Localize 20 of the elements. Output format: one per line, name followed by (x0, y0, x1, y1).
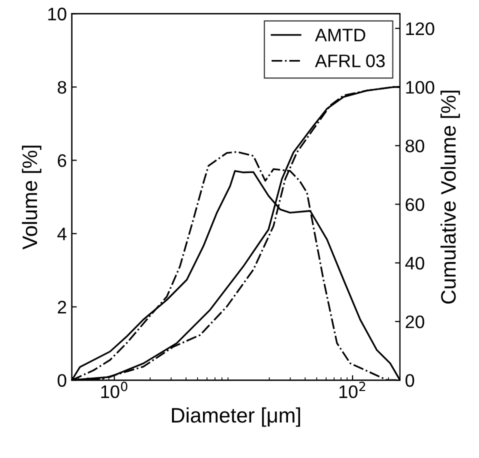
y2-tick-label: 60 (406, 198, 424, 211)
y-axis-title: Volume [%] (22, 146, 42, 250)
y-tick-label: 4 (57, 228, 66, 240)
x-tick-label: 10$^{0}$ (101, 382, 128, 398)
y-tick-label: 8 (58, 80, 66, 94)
y2-tick-label: 120 (406, 22, 434, 36)
x-tick-label: 10$^{2}$ (339, 382, 366, 398)
y2-axis-title: Cumulative Volume [%] (440, 90, 460, 304)
x-axis-title: Diameter [μm] (172, 407, 300, 427)
y2-tick-label: 20 (406, 315, 424, 328)
y-tick-label: 2 (58, 300, 66, 314)
legend-label: AMTD (314, 28, 366, 42)
y-tick-label: 6 (58, 154, 66, 168)
y2-tick-label: 0 (406, 374, 414, 387)
y2-tick-label: 100 (406, 80, 434, 94)
y2-tick-label: 40 (405, 256, 424, 270)
y2-tick-label: 80 (406, 140, 424, 152)
y-tick-label: 10 (48, 8, 66, 20)
legend-label: AFRL 03 (314, 54, 385, 68)
y-tick-label: 0 (58, 374, 66, 387)
